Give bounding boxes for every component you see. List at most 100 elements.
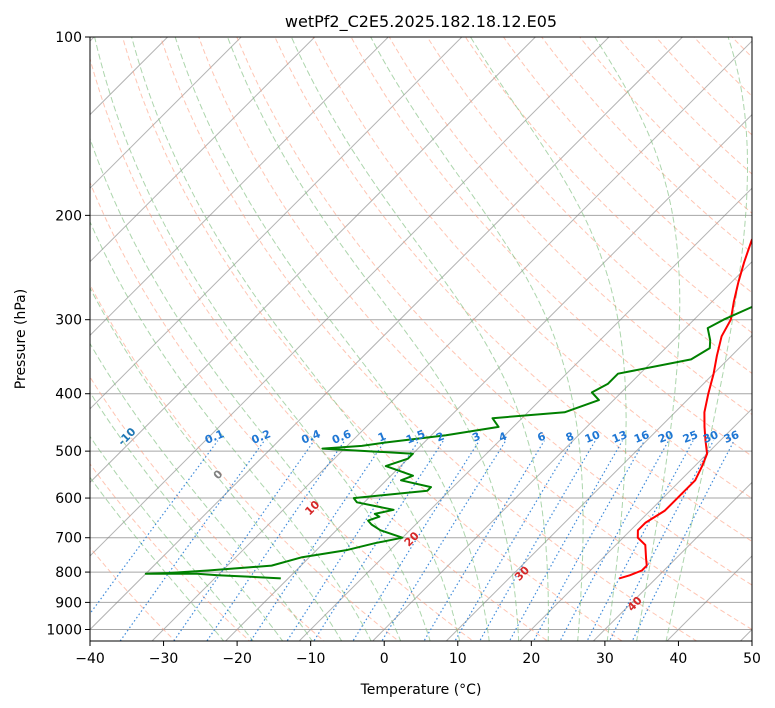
dry-adiabat (617, 37, 752, 175)
moist-adiabat (370, 37, 584, 641)
y-tick-label: 300 (55, 313, 82, 329)
mixing-ratio-line (631, 440, 735, 641)
isotherm-gridline (592, 481, 752, 641)
mixing-ratio-line (381, 440, 507, 641)
dry-adiabat (655, 37, 752, 136)
isotherm-gridline (90, 37, 463, 410)
dry-adiabat (274, 37, 752, 542)
y-tick-label: 400 (55, 387, 82, 403)
x-tick-label: 20 (522, 651, 540, 667)
mixing-ratio-line (508, 440, 624, 641)
dry-adiabat (90, 56, 549, 641)
y-tick-label: 1000 (46, 623, 82, 639)
isotherm-gridline (445, 334, 752, 641)
mixing-ratio-label: 0.1 (203, 427, 226, 446)
moist-adiabat (594, 37, 681, 641)
dry-adiabat-label: 30 (512, 563, 532, 583)
moist-adiabat (90, 435, 254, 641)
isotherm-gridline (90, 37, 610, 557)
dry-adiabat (90, 463, 251, 641)
y-axis-label: Pressure (hPa) (13, 289, 29, 389)
moist-adiabat (90, 391, 284, 641)
dry-adiabat (731, 37, 752, 58)
x-tick-label: −20 (222, 651, 252, 667)
mixing-ratio-line (608, 440, 715, 641)
isotherm-gridline (90, 37, 242, 189)
mixing-ratio-line (119, 440, 265, 641)
dry-adiabat (541, 37, 752, 254)
x-tick-label: −30 (149, 651, 179, 667)
mixing-ratio-label: 16 (632, 428, 651, 446)
isotherm-gridline (90, 37, 316, 263)
isotherm-gridline (666, 555, 752, 641)
x-tick-label: −10 (296, 651, 326, 667)
mixing-ratio-line (173, 440, 315, 641)
dry-adiabat (236, 37, 752, 586)
x-tick-label: −40 (75, 651, 105, 667)
dry-adiabat (744, 10, 775, 654)
dry-adiabat (90, 181, 474, 641)
moist-adiabat (94, 37, 431, 641)
isotherm-gridline (90, 37, 537, 484)
y-tick-label: 800 (55, 565, 82, 581)
plot-frame (89, 36, 753, 642)
y-tick-label: 900 (55, 595, 82, 611)
mixing-ratio-line (286, 440, 420, 641)
x-tick-label: 0 (380, 651, 389, 667)
dry-adiabat (350, 37, 752, 457)
mixing-ratio-line (479, 440, 596, 641)
dry-adiabat-label: -10 (115, 425, 138, 448)
y-tick-label: 700 (55, 531, 82, 547)
moist-adiabat (90, 476, 225, 641)
moist-adiabat (90, 342, 313, 641)
dry-adiabat-label: 20 (402, 529, 422, 549)
x-tick-label: 30 (596, 651, 614, 667)
moist-adiabat (665, 37, 748, 641)
chart-title: wetPf2_C2E5.2025.182.18.12.E05 (285, 12, 557, 32)
mixing-ratio-label: 10 (583, 428, 602, 446)
axes: −40 −30 −20 −10 0 10 20 30 40 5010020030040050060… (46, 30, 761, 667)
mixing-ratio-label: 0.2 (250, 427, 273, 446)
dry-adiabat (312, 37, 752, 500)
moist-adiabat (470, 37, 627, 641)
dry-adiabat (122, 37, 623, 641)
y-tick-label: 600 (55, 491, 82, 507)
moist-adiabat (90, 137, 402, 641)
mixing-ratio-line (454, 440, 574, 641)
x-tick-label: 50 (743, 651, 761, 667)
dry-adiabat-label: 0 (211, 467, 226, 482)
moist-adiabat (290, 37, 549, 641)
mixing-ratio-label: 13 (610, 428, 629, 446)
dry-adiabat-label: 10 (302, 498, 322, 518)
mixing-ratio-line (559, 440, 670, 641)
isotherm-gridline (151, 40, 752, 641)
mixing-ratio-line (90, 440, 219, 615)
isotherm-gridline (372, 261, 752, 641)
isotherm-gridline (224, 113, 752, 641)
mixing-ratio-line (586, 440, 694, 641)
isotherm-gridline (90, 37, 684, 631)
mixing-ratio-line (423, 440, 545, 641)
moist-adiabat (90, 220, 372, 641)
mixing-ratio-label: 36 (722, 428, 741, 446)
dry-adiabat (464, 37, 752, 334)
mixing-ratio-label: 8 (564, 430, 576, 445)
x-tick-label: 10 (449, 651, 467, 667)
moist-adiabat (131, 37, 461, 641)
isotherm-gridline (519, 408, 752, 641)
dry-adiabat (160, 37, 698, 641)
dry-adiabat (198, 37, 752, 631)
mixing-ratio-label: 30 (701, 428, 720, 446)
mixing-ratio-label: 4 (497, 429, 509, 444)
isotherm-gridline (90, 37, 389, 336)
dry-adiabat (90, 283, 400, 641)
mixing-ratio-label: 3 (470, 430, 482, 445)
mixing-ratio-line (249, 440, 386, 641)
x-axis-label: Temperature (°C) (360, 682, 482, 698)
isotherm-gridline (298, 187, 752, 641)
mixing-ratio-label: 25 (681, 428, 700, 446)
moist-adiabat (174, 37, 490, 641)
mixing-ratio-line (206, 440, 346, 641)
moist-adiabat (227, 37, 520, 641)
